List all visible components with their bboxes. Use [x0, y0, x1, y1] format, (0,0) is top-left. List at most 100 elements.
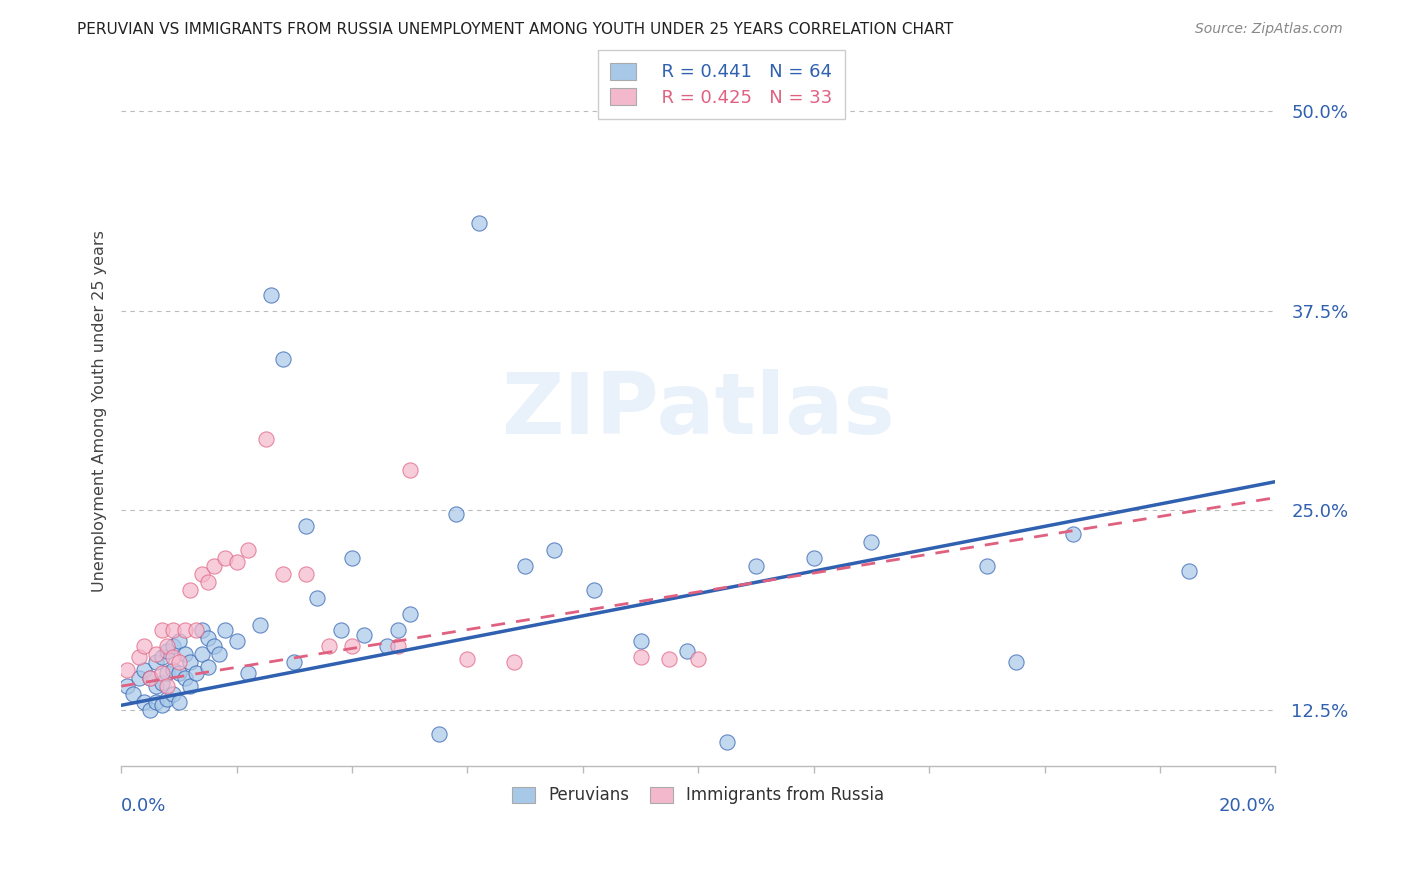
Point — [225, 634, 247, 648]
Point — [186, 624, 208, 638]
Point — [115, 663, 138, 677]
Point — [115, 679, 138, 693]
Point — [167, 655, 190, 669]
Point — [214, 624, 236, 638]
Point — [238, 666, 260, 681]
Point — [238, 543, 260, 558]
Point — [803, 551, 825, 566]
Point — [179, 679, 201, 693]
Point — [583, 583, 606, 598]
Point — [150, 624, 173, 638]
Point — [150, 650, 173, 665]
Point — [162, 687, 184, 701]
Point — [1062, 527, 1084, 541]
Point — [387, 624, 409, 638]
Point — [457, 652, 479, 666]
Point — [1178, 564, 1201, 578]
Point — [150, 676, 173, 690]
Point — [128, 650, 150, 665]
Point — [145, 679, 167, 693]
Point — [167, 695, 190, 709]
Point — [162, 624, 184, 638]
Point — [329, 624, 352, 638]
Text: 20.0%: 20.0% — [1219, 797, 1275, 814]
Point — [150, 666, 173, 681]
Point — [156, 666, 179, 681]
Point — [318, 639, 340, 653]
Point — [134, 639, 156, 653]
Point — [173, 647, 195, 661]
Text: Source: ZipAtlas.com: Source: ZipAtlas.com — [1195, 22, 1343, 37]
Point — [427, 727, 450, 741]
Point — [156, 644, 179, 658]
Point — [398, 463, 420, 477]
Point — [145, 647, 167, 661]
Point — [134, 695, 156, 709]
Point — [260, 287, 283, 301]
Point — [1004, 655, 1026, 669]
Point — [688, 652, 710, 666]
Point — [249, 618, 271, 632]
Point — [254, 432, 277, 446]
Point — [162, 650, 184, 665]
Point — [134, 663, 156, 677]
Point — [191, 567, 214, 582]
Point — [976, 559, 998, 574]
Point — [179, 655, 201, 669]
Point — [197, 660, 219, 674]
Point — [173, 624, 195, 638]
Point — [375, 639, 398, 653]
Point — [398, 607, 420, 622]
Y-axis label: Unemployment Among Youth under 25 years: Unemployment Among Youth under 25 years — [93, 229, 107, 591]
Point — [340, 639, 363, 653]
Point — [197, 631, 219, 645]
Point — [139, 671, 162, 685]
Point — [214, 551, 236, 566]
Point — [307, 591, 329, 606]
Point — [186, 666, 208, 681]
Point — [145, 695, 167, 709]
Point — [543, 543, 565, 558]
Point — [675, 644, 697, 658]
Point — [387, 639, 409, 653]
Point — [128, 671, 150, 685]
Point — [150, 698, 173, 713]
Point — [162, 639, 184, 653]
Point — [139, 703, 162, 717]
Point — [295, 519, 318, 533]
Point — [295, 567, 318, 582]
Point — [121, 687, 143, 701]
Point — [167, 634, 190, 648]
Point — [145, 655, 167, 669]
Point — [271, 567, 294, 582]
Point — [156, 692, 179, 706]
Point — [191, 647, 214, 661]
Point — [630, 650, 652, 665]
Legend: Peruvians, Immigrants from Russia: Peruvians, Immigrants from Russia — [505, 780, 891, 811]
Point — [745, 559, 768, 574]
Text: PERUVIAN VS IMMIGRANTS FROM RUSSIA UNEMPLOYMENT AMONG YOUTH UNDER 25 YEARS CORRE: PERUVIAN VS IMMIGRANTS FROM RUSSIA UNEMP… — [77, 22, 953, 37]
Point — [630, 634, 652, 648]
Point — [860, 535, 883, 549]
Point — [502, 655, 524, 669]
Point — [271, 351, 294, 366]
Point — [173, 671, 195, 685]
Point — [191, 624, 214, 638]
Point — [179, 583, 201, 598]
Point — [156, 679, 179, 693]
Point — [353, 628, 375, 642]
Point — [139, 671, 162, 685]
Point — [225, 555, 247, 569]
Point — [167, 666, 190, 681]
Point — [444, 507, 467, 521]
Point — [202, 559, 225, 574]
Point — [340, 551, 363, 566]
Point — [156, 639, 179, 653]
Point — [468, 216, 491, 230]
Point — [162, 663, 184, 677]
Text: 0.0%: 0.0% — [121, 797, 166, 814]
Point — [197, 575, 219, 590]
Text: ZIPatlas: ZIPatlas — [502, 369, 896, 452]
Point — [202, 639, 225, 653]
Point — [208, 647, 231, 661]
